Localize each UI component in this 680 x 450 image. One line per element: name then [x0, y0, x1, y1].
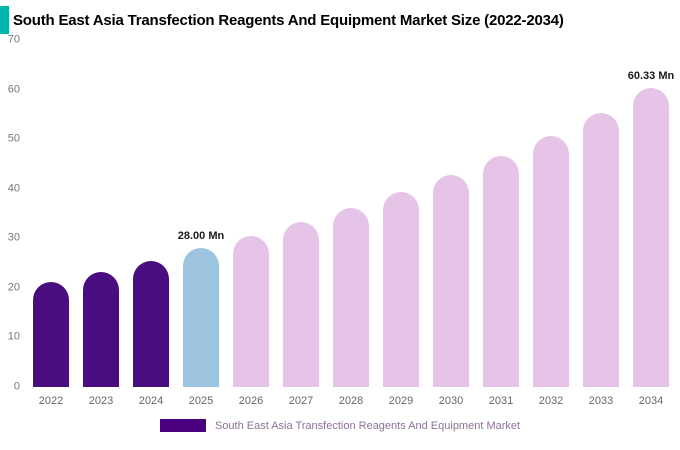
bar-slot — [476, 40, 526, 387]
bar-2026[interactable] — [233, 235, 269, 387]
title-row: South East Asia Transfection Reagents An… — [0, 0, 680, 34]
bar-slot — [576, 40, 626, 387]
bar-slot — [26, 40, 76, 387]
x-tick-label-2033: 2033 — [588, 395, 614, 407]
bar-2024[interactable] — [133, 261, 169, 387]
plot-area: 0 10 20 30 40 50 60 70 28.00 Mn 60.33 Mn — [0, 34, 680, 392]
bar-slot — [276, 40, 326, 387]
bar-slot: 28.00 Mn — [176, 40, 226, 387]
bar-slot — [126, 40, 176, 387]
x-tick-label-2032: 2032 — [538, 395, 564, 407]
bar-slot — [326, 40, 376, 387]
y-tick-label: 20 — [7, 281, 20, 294]
y-tick-label: 10 — [7, 330, 20, 343]
x-tick-label-2030: 2030 — [438, 395, 464, 407]
bar-slot — [76, 40, 126, 387]
bar-slot — [226, 40, 276, 387]
y-axis: 0 10 20 30 40 50 60 70 — [0, 34, 26, 392]
bar-value-label-2025: 28.00 Mn — [177, 230, 225, 243]
x-tick-label-2031: 2031 — [488, 395, 514, 407]
bar-2032[interactable] — [533, 135, 569, 387]
bar-2030[interactable] — [433, 174, 469, 387]
bar-2028[interactable] — [333, 208, 369, 387]
legend: South East Asia Transfection Reagents An… — [0, 419, 680, 432]
bar-slot: 60.33 Mn — [626, 40, 676, 387]
x-axis: 2022 2023 2024 2025 2026 2027 2028 2029 2030 2031… — [26, 395, 680, 407]
y-tick-label: 40 — [7, 182, 20, 195]
y-tick-label: 70 — [7, 33, 20, 46]
y-tick-label: 60 — [7, 83, 20, 96]
x-tick-label-2023: 2023 — [88, 395, 114, 407]
legend-swatch — [159, 419, 206, 432]
x-tick-label-2026: 2026 — [238, 395, 264, 407]
x-tick-label-2029: 2029 — [388, 395, 414, 407]
bar-2023[interactable] — [83, 271, 119, 387]
x-tick-label-2027: 2027 — [288, 395, 314, 407]
title-accent-bar — [0, 6, 9, 34]
x-tick-label-2025: 2025 — [188, 395, 214, 407]
bar-slot — [376, 40, 426, 387]
bar-slot — [526, 40, 576, 387]
bar-2034[interactable]: 60.33 Mn — [628, 70, 674, 387]
bar-2022[interactable] — [33, 282, 69, 387]
bar-2031[interactable] — [483, 156, 519, 387]
x-tick-label-2028: 2028 — [338, 395, 364, 407]
x-tick-label-2024: 2024 — [138, 395, 164, 407]
x-tick-label-2022: 2022 — [38, 395, 64, 407]
x-tick-label-2034: 2034 — [638, 395, 664, 407]
chart-title: South East Asia Transfection Reagents An… — [13, 11, 564, 29]
bar-2029[interactable] — [383, 192, 419, 387]
bar-2033[interactable] — [583, 113, 619, 387]
y-tick-label: 0 — [13, 380, 20, 393]
bar-value-label-2034: 60.33 Mn — [627, 69, 675, 82]
bar-slot — [426, 40, 476, 387]
bar-2027[interactable] — [283, 222, 319, 387]
y-tick-label: 50 — [7, 132, 20, 145]
bars-row: 28.00 Mn 60.33 Mn — [26, 40, 676, 387]
legend-label: South East Asia Transfection Reagents An… — [214, 419, 521, 432]
bar-2025[interactable]: 28.00 Mn — [178, 230, 224, 387]
y-tick-label: 30 — [7, 231, 20, 244]
